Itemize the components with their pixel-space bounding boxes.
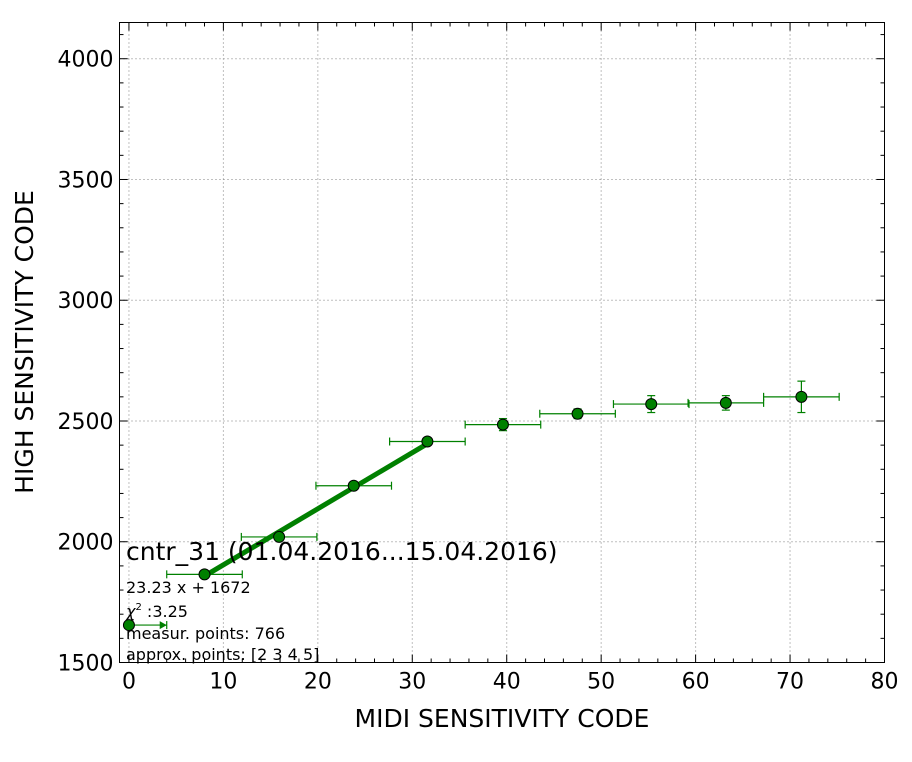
chi-exponent: 2	[135, 602, 141, 613]
measured-points-annotation: measur. points: 766	[126, 624, 285, 643]
data-point	[645, 398, 658, 411]
grid	[119, 22, 885, 663]
y-tick-label: 3000	[58, 289, 114, 314]
data-point	[496, 418, 509, 431]
y-tick-label: 2500	[58, 410, 114, 435]
y-tick-label: 3500	[58, 168, 114, 193]
fit-line-group	[203, 441, 429, 579]
chi-value: :3.25	[142, 602, 188, 621]
fit-line	[203, 441, 429, 579]
minor-ticks	[119, 22, 885, 663]
data-point	[571, 407, 584, 420]
data-point	[122, 619, 135, 632]
approx-points-annotation: approx. points: [2 3 4 5]	[126, 645, 319, 664]
chi-square-annotation: χ2 :3.25	[125, 602, 188, 621]
data-point	[795, 390, 808, 403]
x-tick-label: 20	[304, 670, 332, 695]
chi-symbol: χ	[125, 602, 136, 621]
tick-labels: 0 10 20 30 40 50 60 70 80 1500 2000 2500 3000 3500 400…	[58, 48, 899, 695]
data-point	[198, 568, 211, 581]
x-tick-label: 50	[587, 670, 615, 695]
data-point	[273, 530, 286, 543]
y-tick-label: 2000	[58, 531, 114, 556]
x-tick-label: 10	[209, 670, 237, 695]
data-point	[719, 396, 732, 409]
data-points	[122, 390, 808, 632]
plot-frame	[119, 22, 885, 663]
x-tick-label: 80	[871, 670, 899, 695]
y-axis-label: HIGH SENSITIVITY CODE	[10, 190, 39, 494]
y-tick-label: 4000	[58, 48, 114, 73]
x-tick-label: 40	[493, 670, 521, 695]
series-name-annotation: cntr_31 (01.04.2016...15.04.2016)	[126, 537, 558, 566]
major-ticks	[119, 22, 885, 663]
x-tick-label: 60	[682, 670, 710, 695]
x-axis-label: MIDI SENSITIVITY CODE	[355, 704, 650, 733]
x-tick-label: 30	[398, 670, 426, 695]
fit-equation-annotation: 23.23 x + 1672	[126, 578, 251, 597]
data-point	[347, 479, 360, 492]
y-tick-label: 1500	[58, 652, 114, 677]
data-point	[421, 435, 434, 448]
x-tick-label: 0	[122, 670, 136, 695]
x-tick-label: 70	[776, 670, 804, 695]
arrow-head	[159, 621, 167, 630]
